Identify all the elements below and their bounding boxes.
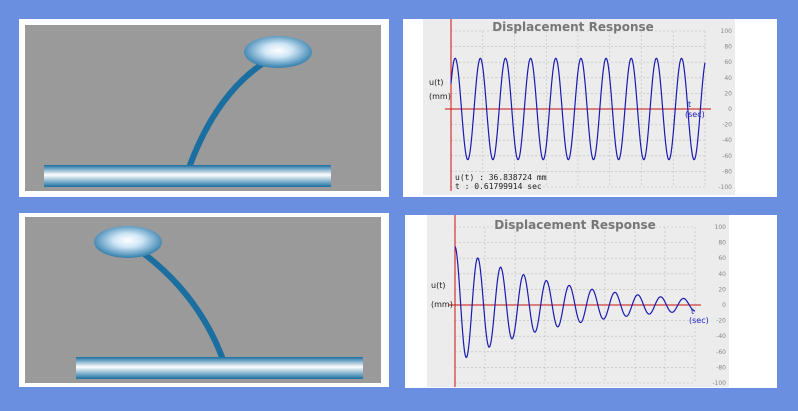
y-tick-label: 40 bbox=[718, 271, 726, 278]
y-tick-label: -60 bbox=[722, 153, 732, 160]
pendulum-svg-bottom bbox=[76, 226, 363, 379]
y-tick-label: -60 bbox=[716, 349, 726, 356]
animation-scene-bottom bbox=[25, 217, 381, 383]
plot-area bbox=[427, 215, 729, 387]
flexible-rod bbox=[126, 240, 225, 360]
y-tick-label: 80 bbox=[718, 240, 726, 247]
y-tick-label: -40 bbox=[722, 137, 732, 144]
displacement-curve bbox=[450, 57, 706, 161]
chart-svg-top: Displacement Response 100 80 60 40 20 0 -20 -40… bbox=[423, 19, 735, 195]
y-tick-label: -40 bbox=[716, 333, 726, 340]
x-axis-unit: (sec) bbox=[689, 316, 709, 325]
y-tick-label: -20 bbox=[722, 122, 732, 129]
y-tick-label: -80 bbox=[716, 364, 726, 371]
response-panel-top: Displacement Response 100 80 60 40 20 0 -20 -40… bbox=[403, 19, 777, 197]
y-tick-label: -80 bbox=[722, 168, 732, 175]
y-tick-label: 20 bbox=[724, 90, 732, 97]
y-axis-unit: (mm) bbox=[431, 300, 453, 309]
y-tick-label: 40 bbox=[724, 75, 732, 82]
x-axis-unit: (sec) bbox=[685, 110, 705, 119]
y-tick-label: -20 bbox=[716, 318, 726, 325]
response-chart-bottom: Displacement Response 100 80 60 40 20 0 -20 -40… bbox=[427, 215, 729, 387]
x-axis-label: t bbox=[691, 307, 694, 316]
y-tick-label: -100 bbox=[712, 380, 726, 387]
plot-area bbox=[423, 19, 735, 195]
chart-title: Displacement Response bbox=[494, 218, 656, 232]
y-tick-label: 60 bbox=[724, 59, 732, 66]
sphere-mass-icon[interactable] bbox=[244, 36, 312, 68]
y-tick-label: 20 bbox=[718, 286, 726, 293]
chart-svg-bottom: Displacement Response 100 80 60 40 20 0 -20 -40… bbox=[427, 215, 729, 387]
y-tick-label: 0 bbox=[722, 302, 726, 309]
x-axis-label: t bbox=[688, 100, 691, 109]
y-tick-label: 60 bbox=[718, 255, 726, 262]
animation-panel-bottom bbox=[19, 213, 389, 387]
y-tick-label: 100 bbox=[721, 28, 733, 35]
ground-plate-icon bbox=[76, 357, 363, 379]
y-axis-unit: (mm) bbox=[429, 92, 451, 101]
flexible-rod bbox=[187, 52, 280, 168]
animation-panel-top bbox=[19, 19, 389, 197]
y-axis-label: u(t) bbox=[429, 78, 443, 87]
y-axis-label: u(t) bbox=[431, 281, 445, 290]
y-tick-label: 0 bbox=[728, 106, 732, 113]
response-chart-top: Displacement Response 100 80 60 40 20 0 -20 -40… bbox=[423, 19, 735, 195]
chart-title: Displacement Response bbox=[492, 20, 654, 34]
y-tick-label: 100 bbox=[715, 224, 727, 231]
animation-scene-top bbox=[25, 25, 381, 191]
pendulum-svg-top bbox=[44, 36, 331, 187]
response-panel-bottom: Displacement Response 100 80 60 40 20 0 -20 -40… bbox=[405, 215, 777, 388]
ground-plate-icon bbox=[44, 165, 331, 187]
readout-time: t : 0.61799914 sec bbox=[455, 182, 542, 191]
y-tick-label: 80 bbox=[724, 44, 732, 51]
displacement-curve bbox=[454, 246, 696, 359]
y-tick-label: -100 bbox=[718, 184, 732, 191]
readout-displacement: u(t) : 36.838724 mm bbox=[455, 173, 547, 182]
sphere-mass-icon[interactable] bbox=[94, 226, 162, 258]
